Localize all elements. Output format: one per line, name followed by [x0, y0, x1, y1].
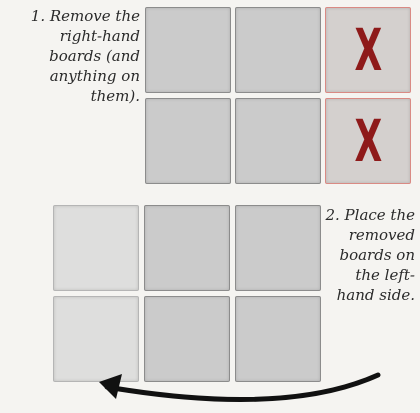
top-board-r1-c2 — [235, 7, 321, 93]
curved-arrow-left-icon — [99, 372, 381, 402]
bottom-board-r2-c1-placed — [53, 296, 139, 382]
removed-x-mark: X — [354, 107, 382, 175]
instruction-step-1: 1. Remove the right-hand boards (and any… — [30, 7, 140, 105]
top-board-r1-c1 — [145, 7, 231, 93]
top-board-r2-c2 — [235, 98, 321, 184]
arrow-shaft — [104, 372, 381, 402]
bottom-board-r1-c2 — [144, 205, 230, 291]
arrow-head — [99, 374, 122, 399]
top-board-r1-c3-removed: X — [325, 7, 411, 93]
removed-x-mark: X — [354, 16, 382, 84]
instruction-step-2: 2. Place the removed boards on the left-… — [325, 206, 415, 304]
bottom-board-r2-c3 — [235, 296, 321, 382]
bottom-board-r1-c1-placed — [53, 205, 139, 291]
bottom-board-r1-c3 — [235, 205, 321, 291]
top-board-r2-c3-removed: X — [325, 98, 411, 184]
bottom-board-r2-c2 — [144, 296, 230, 382]
top-board-r2-c1 — [145, 98, 231, 184]
